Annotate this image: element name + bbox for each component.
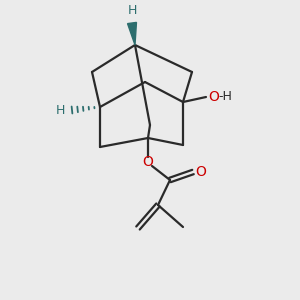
Polygon shape	[128, 22, 136, 45]
Text: H: H	[127, 4, 137, 17]
Text: O: O	[142, 155, 153, 169]
Text: O: O	[208, 90, 219, 104]
Text: H: H	[55, 103, 65, 116]
Text: O: O	[196, 165, 206, 179]
Text: -H: -H	[218, 91, 232, 103]
